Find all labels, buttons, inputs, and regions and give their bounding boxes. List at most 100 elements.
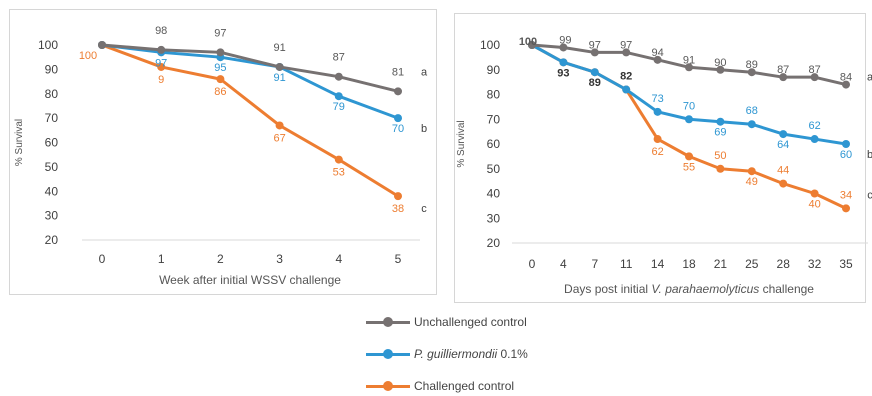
data-point-guilliermondii xyxy=(842,140,850,148)
data-point-unchallenged xyxy=(685,63,693,72)
data-label-challenged: 44 xyxy=(777,165,789,177)
data-label-challenged: 38 xyxy=(392,203,404,215)
legend-label-guilliermondii: P. guilliermondii 0.1% xyxy=(414,347,528,361)
significance-letter: c xyxy=(421,203,427,215)
data-label-challenged: 55 xyxy=(683,161,695,173)
data-point-unchallenged xyxy=(842,80,850,89)
data-label-challenged: 9 xyxy=(158,74,164,86)
y-tick-label: 70 xyxy=(487,112,501,126)
y-tick-label: 100 xyxy=(480,38,500,52)
y-tick-label: 40 xyxy=(487,187,501,201)
series-line-challenged xyxy=(101,43,399,198)
data-label-guilliermondii: 69 xyxy=(714,127,726,139)
data-point-unchallenged xyxy=(716,65,725,74)
legend-label-guilliermondii-italic: P. guilliermondii xyxy=(414,347,498,361)
data-point-guilliermondii xyxy=(747,120,756,129)
x-tick-label: 4 xyxy=(335,252,342,266)
data-label-guilliermondii: 70 xyxy=(683,100,695,112)
data-point-unchallenged xyxy=(275,62,284,71)
legend-item-guilliermondii: P. guilliermondii 0.1% xyxy=(366,344,528,364)
data-point-unchallenged xyxy=(157,45,166,54)
data-label-challenged: 89 xyxy=(589,77,601,89)
data-point-unchallenged xyxy=(334,72,343,81)
significance-letter: b xyxy=(421,123,427,135)
data-label-challenged: 34 xyxy=(840,189,852,201)
significance-letter: c xyxy=(867,189,872,201)
legend-label-unchallenged: Unchallenged control xyxy=(414,315,527,329)
legend-label-guilliermondii-dose: 0.1% xyxy=(497,347,528,361)
data-point-challenged xyxy=(747,167,756,176)
data-label-guilliermondii: 60 xyxy=(840,149,852,161)
data-point-guilliermondii xyxy=(685,115,693,124)
data-label-unchallenged: 81 xyxy=(392,66,404,78)
x-axis-label: Week after initial WSSV challenge xyxy=(159,273,341,287)
significance-letter: b xyxy=(867,149,872,161)
data-label-unchallenged: 87 xyxy=(333,52,345,64)
x-axis-label-suffix: challenge xyxy=(759,282,814,296)
data-point-unchallenged xyxy=(810,73,819,82)
y-tick-label: 20 xyxy=(487,236,501,250)
data-label-unchallenged: 98 xyxy=(155,25,167,37)
y-tick-label: 20 xyxy=(45,233,59,247)
data-point-challenged xyxy=(157,62,166,71)
x-axis-label-italic: V. parahaemolyticus xyxy=(651,282,759,296)
data-point-challenged xyxy=(394,192,402,201)
y-axis-label: % Survival xyxy=(14,119,25,166)
vibrio-survival-chart: 20 30 40 50 60 70 80 90 100 0 4 7 11 14 18 21 25 28 32 35 % … xyxy=(456,34,872,296)
data-point-unchallenged xyxy=(590,48,599,57)
data-label-challenged: 40 xyxy=(808,199,820,211)
y-tick-label: 90 xyxy=(487,63,501,77)
data-point-unchallenged xyxy=(779,73,788,82)
x-tick-label: 0 xyxy=(99,252,106,266)
data-label-unchallenged: 91 xyxy=(683,54,695,66)
data-point-challenged xyxy=(216,75,225,84)
data-label-challenged: 62 xyxy=(651,146,663,158)
data-point-guilliermondii xyxy=(779,130,788,139)
data-label-unchallenged: 87 xyxy=(777,64,789,76)
legend-swatch-unchallenged xyxy=(366,316,410,328)
significance-letter: a xyxy=(421,66,428,78)
data-label-unchallenged: 97 xyxy=(589,39,601,51)
data-point-guilliermondii xyxy=(394,114,402,123)
significance-letter: a xyxy=(867,72,872,84)
y-tick-label: 100 xyxy=(38,38,58,52)
legend-swatch-guilliermondii xyxy=(366,348,410,360)
data-label-unchallenged: 97 xyxy=(214,27,226,39)
data-point-unchallenged xyxy=(528,41,536,49)
data-label-unchallenged: 87 xyxy=(808,64,820,76)
y-tick-label: 70 xyxy=(45,111,59,125)
data-label-unchallenged: 100 xyxy=(519,36,537,48)
x-tick-label: 1 xyxy=(158,252,165,266)
data-label-unchallenged: 91 xyxy=(273,42,285,54)
data-point-unchallenged xyxy=(622,48,631,57)
x-tick-label: 7 xyxy=(591,257,598,271)
data-point-guilliermondii xyxy=(334,92,343,101)
data-point-challenged xyxy=(810,189,819,198)
data-label-guilliermondii: 64 xyxy=(777,139,789,151)
x-tick-label: 4 xyxy=(560,257,567,271)
data-point-unchallenged xyxy=(747,68,756,77)
x-tick-label: 0 xyxy=(529,257,536,271)
data-label-unchallenged: 97 xyxy=(620,39,632,51)
data-label-guilliermondii: 79 xyxy=(333,101,345,113)
data-label-unchallenged: 84 xyxy=(840,72,852,84)
data-label-challenged: 82 xyxy=(620,71,632,83)
data-point-challenged xyxy=(779,179,788,188)
left-chart-frame xyxy=(9,9,437,295)
data-point-guilliermondii xyxy=(622,85,631,94)
data-label-guilliermondii: 91 xyxy=(273,72,285,84)
data-point-guilliermondii xyxy=(590,68,599,77)
y-tick-label: 80 xyxy=(487,88,501,102)
y-tick-label: 60 xyxy=(487,137,501,151)
data-label-challenged: 67 xyxy=(273,132,285,144)
x-tick-label: 32 xyxy=(808,257,822,271)
data-label-challenged: 49 xyxy=(746,176,758,188)
data-label-guilliermondii: 68 xyxy=(746,105,758,117)
y-tick-label: 80 xyxy=(45,87,59,101)
y-tick-label: 50 xyxy=(487,162,501,176)
data-label-unchallenged: 89 xyxy=(746,59,758,71)
x-tick-label: 18 xyxy=(682,257,696,271)
x-axis-label: Days post initial V. parahaemolyticus ch… xyxy=(564,282,814,296)
data-point-challenged xyxy=(653,135,662,144)
x-tick-label: 35 xyxy=(839,257,853,271)
